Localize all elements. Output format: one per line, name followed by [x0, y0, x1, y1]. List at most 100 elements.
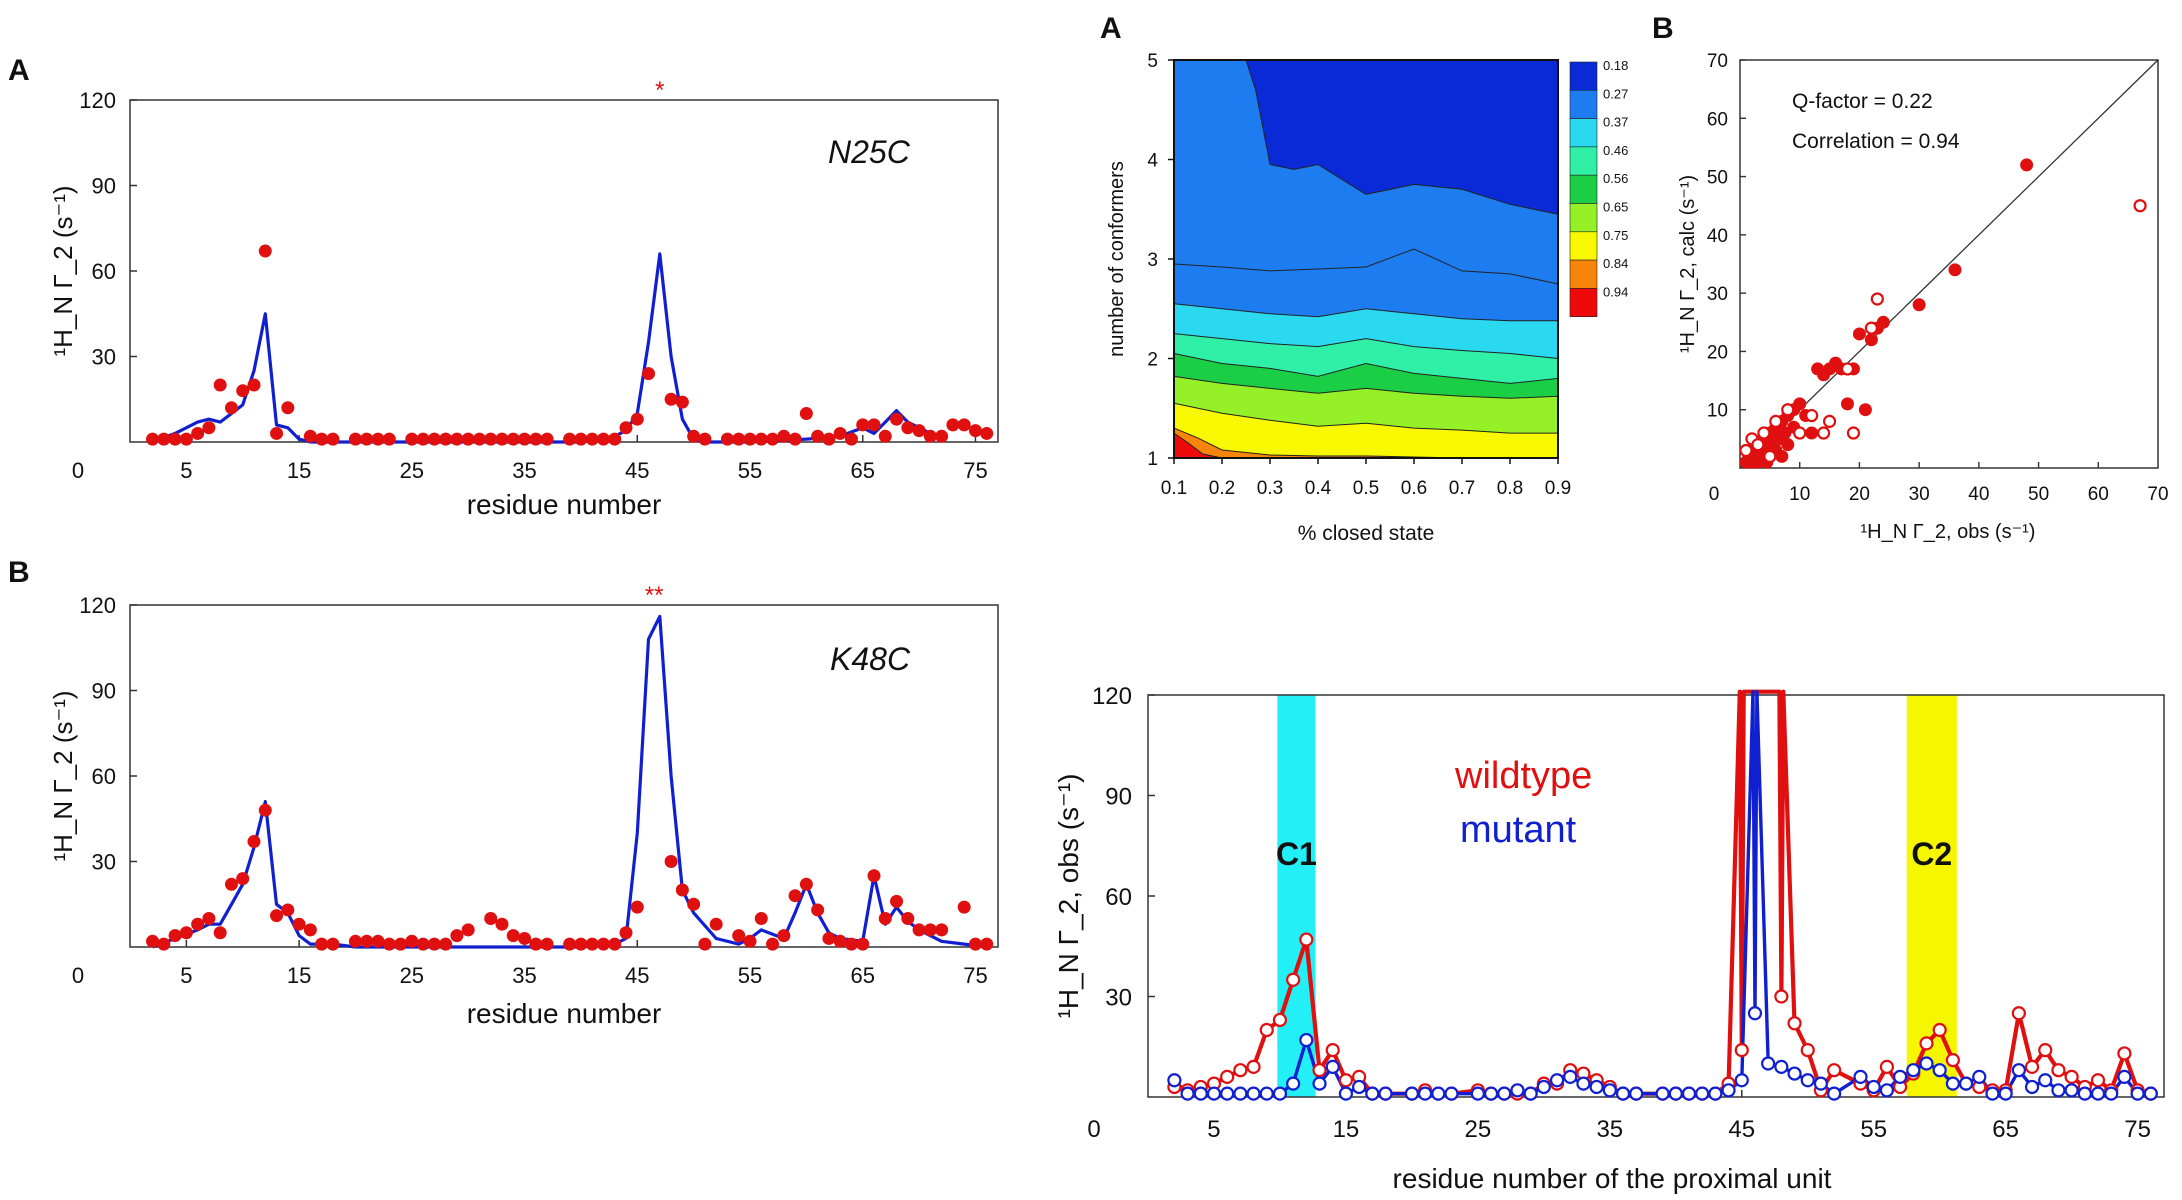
k48c-data-point — [495, 917, 509, 931]
n25c-data-point — [878, 429, 892, 443]
k48c-data-point — [709, 917, 723, 931]
k48c-data-point — [303, 923, 317, 937]
n25c-marks: * — [146, 77, 994, 446]
wildtype-point — [2051, 1063, 2066, 1078]
k48c-data-point — [957, 900, 971, 914]
contour-x-tick-label: 0.3 — [1257, 478, 1283, 499]
legend-swatch — [1569, 203, 1598, 233]
n25c-data-point — [348, 432, 362, 446]
mutant-point — [1352, 1079, 1367, 1095]
qfactor-point-open — [1864, 321, 1878, 335]
mutant-point — [1945, 1076, 1960, 1091]
k48c-data-point — [596, 937, 610, 951]
k48c-x-tick-label: 5 — [180, 963, 192, 988]
n25c-x-tick-label: 0 — [72, 458, 84, 483]
wt-y-tick-label: 120 — [1092, 683, 1132, 710]
n25c-data-point — [912, 424, 926, 438]
legend-level-label: 0.84 — [1603, 256, 1628, 271]
legend-swatch — [1569, 259, 1598, 289]
k48c-data-point — [382, 937, 396, 951]
k48c-ticks: 0 5 15 25 35 45 55 65 75 30 60 90 120 — [72, 593, 988, 988]
k48c-data-point — [461, 923, 475, 937]
qfactor-x-tick-label: 0 — [1709, 484, 1720, 505]
n25c-data-point — [303, 429, 317, 443]
n25c-data-point — [427, 432, 441, 446]
contour-y-tick-label: 4 — [1147, 151, 1158, 172]
qfactor-point-filled — [2020, 158, 2034, 172]
k48c-data-point — [675, 883, 689, 897]
k48c-data-point — [799, 877, 813, 891]
k48c-data-point — [788, 889, 802, 903]
mutant-point — [1629, 1086, 1644, 1101]
band-label: C1 — [1276, 836, 1317, 872]
wt-x-tick-label: 65 — [1992, 1116, 2019, 1143]
k48c-data-point — [315, 937, 329, 951]
qfactor-y-tick-label: 30 — [1707, 284, 1728, 305]
mutant-point — [1312, 1076, 1327, 1091]
mutant-point — [1813, 1076, 1829, 1091]
wildtype-point — [1734, 1042, 1749, 1058]
qfactor-point-open — [1840, 362, 1855, 376]
mutant-point — [1431, 1086, 1446, 1101]
n25c-data-point — [890, 412, 904, 426]
n25c-data-point — [664, 392, 678, 406]
wildtype-point — [1827, 1063, 1842, 1078]
n25c-data-point — [472, 432, 486, 446]
qfactor-y-tick-label: 60 — [1707, 109, 1728, 130]
k48c-x-tick-label: 45 — [625, 963, 649, 988]
k48c-data-point — [585, 937, 599, 951]
wildtype-point — [1932, 1022, 1947, 1038]
k48c-data-point — [157, 937, 171, 951]
mutant-point — [1536, 1079, 1551, 1095]
qfactor-point-filled — [1793, 397, 1807, 411]
k48c-data-point — [867, 869, 881, 883]
k48c-data-point — [698, 937, 712, 951]
n25c-data-point — [236, 384, 250, 398]
n25c-data-point — [980, 426, 994, 440]
k48c-data-point — [405, 934, 419, 948]
mutant-point — [1893, 1069, 1908, 1085]
mutant-point — [2038, 1073, 2053, 1088]
qfactor-point-open — [1870, 292, 1884, 306]
k48c-data-point — [213, 926, 227, 940]
n25c-data-point — [935, 429, 949, 443]
k48c-x-tick-label: 55 — [738, 963, 762, 988]
wt-x-tick-label: 5 — [1207, 1116, 1220, 1143]
qfactor-point-open — [1816, 426, 1831, 440]
n25c-data-point — [461, 432, 475, 446]
n25c-data-point — [743, 432, 757, 446]
k48c-data-point — [619, 926, 633, 940]
wt-x-tick-label: 75 — [2124, 1116, 2151, 1143]
legend-mutant: mutant — [1460, 809, 1577, 851]
k48c-data-point — [394, 937, 408, 951]
n25c-y-tick-label: 90 — [92, 174, 116, 199]
k48c-y-tick-label: 90 — [92, 679, 116, 704]
n25c-data-point — [315, 432, 329, 446]
n25c-data-point — [213, 378, 227, 392]
wildtype-point — [2090, 1073, 2106, 1088]
k48c-data-point — [518, 931, 532, 945]
n25c-y-tick-label: 120 — [79, 88, 116, 113]
k48c-data-point — [224, 877, 238, 891]
n25c-data-point — [856, 418, 870, 432]
n25c-ticks: 0 5 15 25 35 45 55 65 75 30 60 90 120 — [72, 88, 988, 483]
legend-swatch — [1569, 231, 1598, 261]
n25c-x-axis-label: residue number — [467, 489, 662, 520]
mutant-point — [1734, 1073, 1749, 1088]
qfactor-chart: Q-factor = 0.22 Correlation = 0.94 ¹H_N … — [1677, 51, 2169, 543]
qfactor-y-tick-label: 10 — [1707, 401, 1728, 422]
n25c-data-point — [777, 429, 791, 443]
n25c-data-point — [157, 432, 171, 446]
n25c-data-point — [202, 421, 216, 435]
wt-bands: C1 C2 — [1276, 695, 1957, 1097]
n25c-data-point — [484, 432, 498, 446]
k48c-data-point — [844, 937, 858, 951]
mutant-point — [1206, 1086, 1222, 1101]
k48c-y-axis-label: ¹H_N Γ_2 (s⁻¹) — [48, 690, 78, 861]
n25c-data-point — [258, 244, 272, 258]
mutant-point — [1180, 1086, 1195, 1101]
k48c-data-point — [980, 937, 994, 951]
k48c-data-point — [968, 937, 982, 951]
n25c-data-point — [822, 432, 836, 446]
wt-ticks: 0 5 15 25 35 45 55 65 75 30 60 90 120 — [1087, 683, 2151, 1143]
